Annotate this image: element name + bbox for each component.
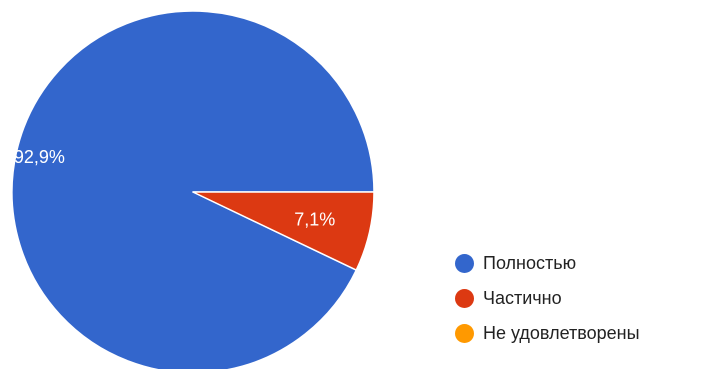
legend-swatch-ne-udovletvoreny	[455, 323, 474, 343]
data-label-chastichno: 7,1%	[294, 210, 335, 230]
legend-label-chastichno: Частично	[483, 287, 562, 308]
legend-item-ne-udovletvoreny[interactable]: Не удовлетворены	[455, 318, 640, 348]
legend-swatch-chastichno	[455, 288, 474, 308]
legend: Полностью Частично Не удовлетворены	[455, 248, 640, 353]
pie-slice-chastichno[interactable]	[192, 191, 375, 271]
legend-label-ne-udovletvoreny: Не удовлетворены	[483, 322, 640, 343]
data-label-polnostyu: 92,9%	[14, 147, 65, 167]
legend-item-polnostyu[interactable]: Полностью	[455, 248, 640, 278]
pie-slices	[11, 10, 375, 369]
pie-slice-polnostyu[interactable]	[11, 10, 375, 369]
legend-label-polnostyu: Полностью	[483, 252, 577, 273]
pie-data-labels: 92,9% 7,1%	[14, 147, 335, 229]
legend-item-chastichno[interactable]: Частично	[455, 283, 640, 313]
legend-swatch-polnostyu	[455, 253, 474, 273]
